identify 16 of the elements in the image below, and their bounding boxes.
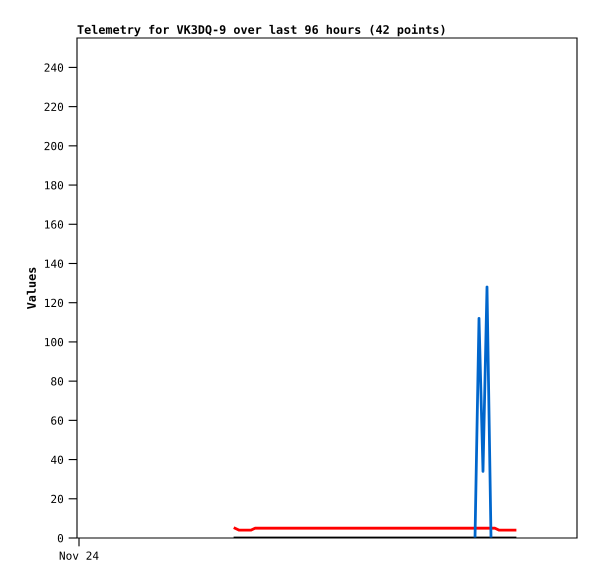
- y-tick-label: 80: [51, 377, 64, 386]
- y-tick-label: 20: [51, 494, 64, 504]
- y-tick-label: 200: [44, 142, 64, 150]
- y-tick-label: 240: [44, 63, 64, 72]
- y-tick-label: 40: [50, 456, 64, 464]
- y-tick-label: 120: [45, 298, 64, 308]
- x-tick-label: Nov 24: [60, 551, 99, 560]
- y-tick-label: 220: [44, 102, 64, 112]
- y-tick-label: 60: [51, 416, 64, 425]
- y-tick-label: 160: [45, 220, 64, 229]
- y-tick-label: 140: [45, 259, 64, 268]
- chart-title: Telemetry for VK3DQ-9 over last 96 hours (42 points): [78, 24, 444, 36]
- y-tick-label: 100: [45, 338, 64, 346]
- y-tick-label: 180: [45, 181, 64, 190]
- y-axis-title: Values: [26, 268, 36, 309]
- y-tick-label: 0: [58, 534, 64, 542]
